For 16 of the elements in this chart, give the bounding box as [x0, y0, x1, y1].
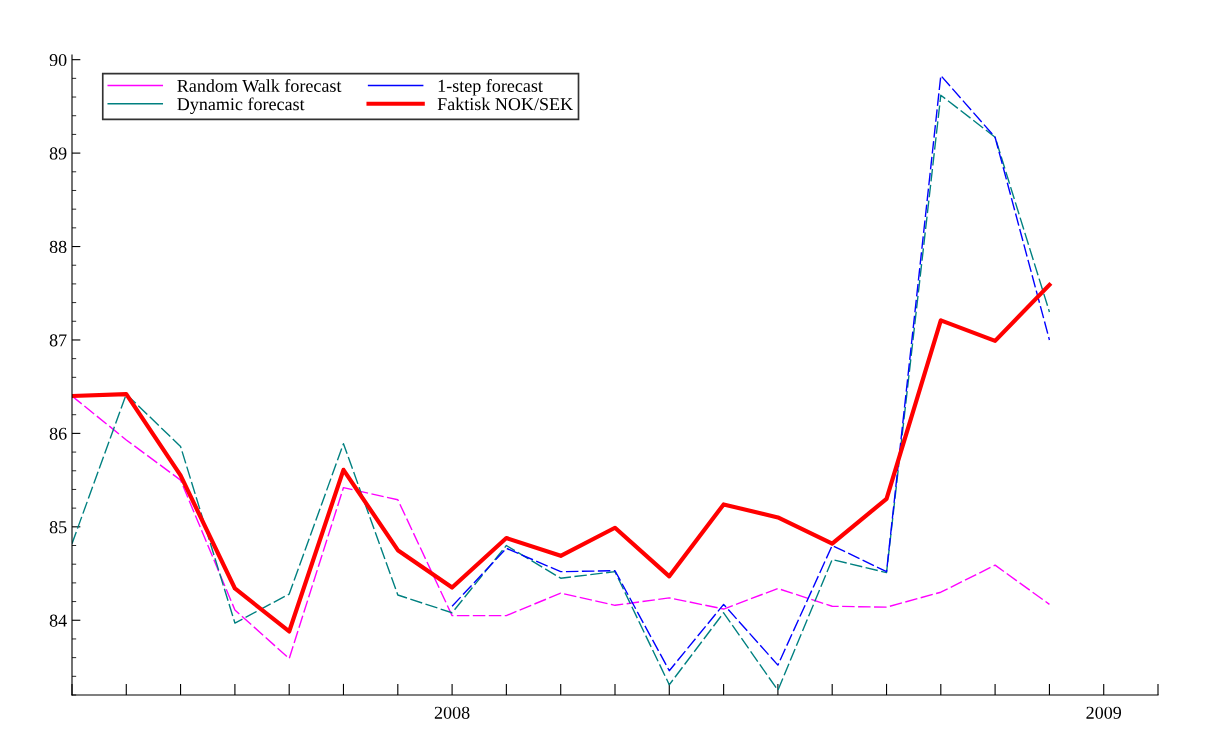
legend-label: Faktisk NOK/SEK: [437, 97, 573, 111]
legend-label: 1-step forecast: [438, 79, 543, 96]
line-series: [72, 282, 1052, 634]
y-tick-label: 87: [49, 334, 67, 347]
y-tick-label: 90: [49, 53, 67, 67]
y-tick-label: 84: [49, 614, 67, 627]
x-tick-label: 2009: [1086, 706, 1122, 719]
y-tick-label: 86: [49, 427, 67, 440]
legend-label: Dynamic forecast: [177, 97, 305, 115]
line-series: [72, 395, 1051, 660]
y-tick-label: 89: [49, 147, 67, 160]
line-series: [72, 94, 1051, 692]
legend-label: Random Walk forecast: [177, 79, 342, 93]
y-tick-label: 85: [49, 521, 67, 534]
y-tick-label: 88: [49, 240, 67, 253]
x-tick-label: 2008: [434, 706, 470, 719]
